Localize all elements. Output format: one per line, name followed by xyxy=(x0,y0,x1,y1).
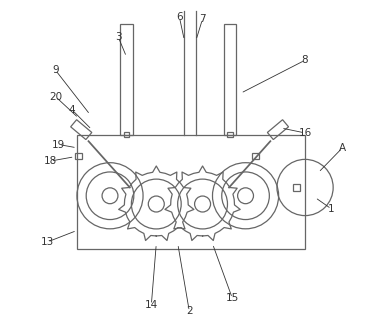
Text: 2: 2 xyxy=(186,306,193,316)
Text: 6: 6 xyxy=(176,12,183,22)
Text: 20: 20 xyxy=(49,92,62,102)
Text: 3: 3 xyxy=(115,32,121,42)
Bar xyxy=(252,153,259,159)
Bar xyxy=(224,24,236,134)
Bar xyxy=(227,132,233,137)
Bar xyxy=(120,24,133,134)
Text: 14: 14 xyxy=(145,300,158,310)
Text: 18: 18 xyxy=(44,156,57,166)
Text: 7: 7 xyxy=(199,14,206,24)
Text: 1: 1 xyxy=(328,204,335,214)
Bar xyxy=(124,132,129,137)
Bar xyxy=(74,153,82,159)
Text: 8: 8 xyxy=(302,55,308,65)
Text: 16: 16 xyxy=(298,128,312,138)
Bar xyxy=(77,134,305,249)
Text: 4: 4 xyxy=(69,105,75,115)
Text: A: A xyxy=(339,143,346,153)
Text: 19: 19 xyxy=(52,139,65,149)
Text: 9: 9 xyxy=(52,65,59,75)
Bar xyxy=(293,184,300,191)
Text: 13: 13 xyxy=(40,237,54,247)
Text: 15: 15 xyxy=(226,293,239,303)
